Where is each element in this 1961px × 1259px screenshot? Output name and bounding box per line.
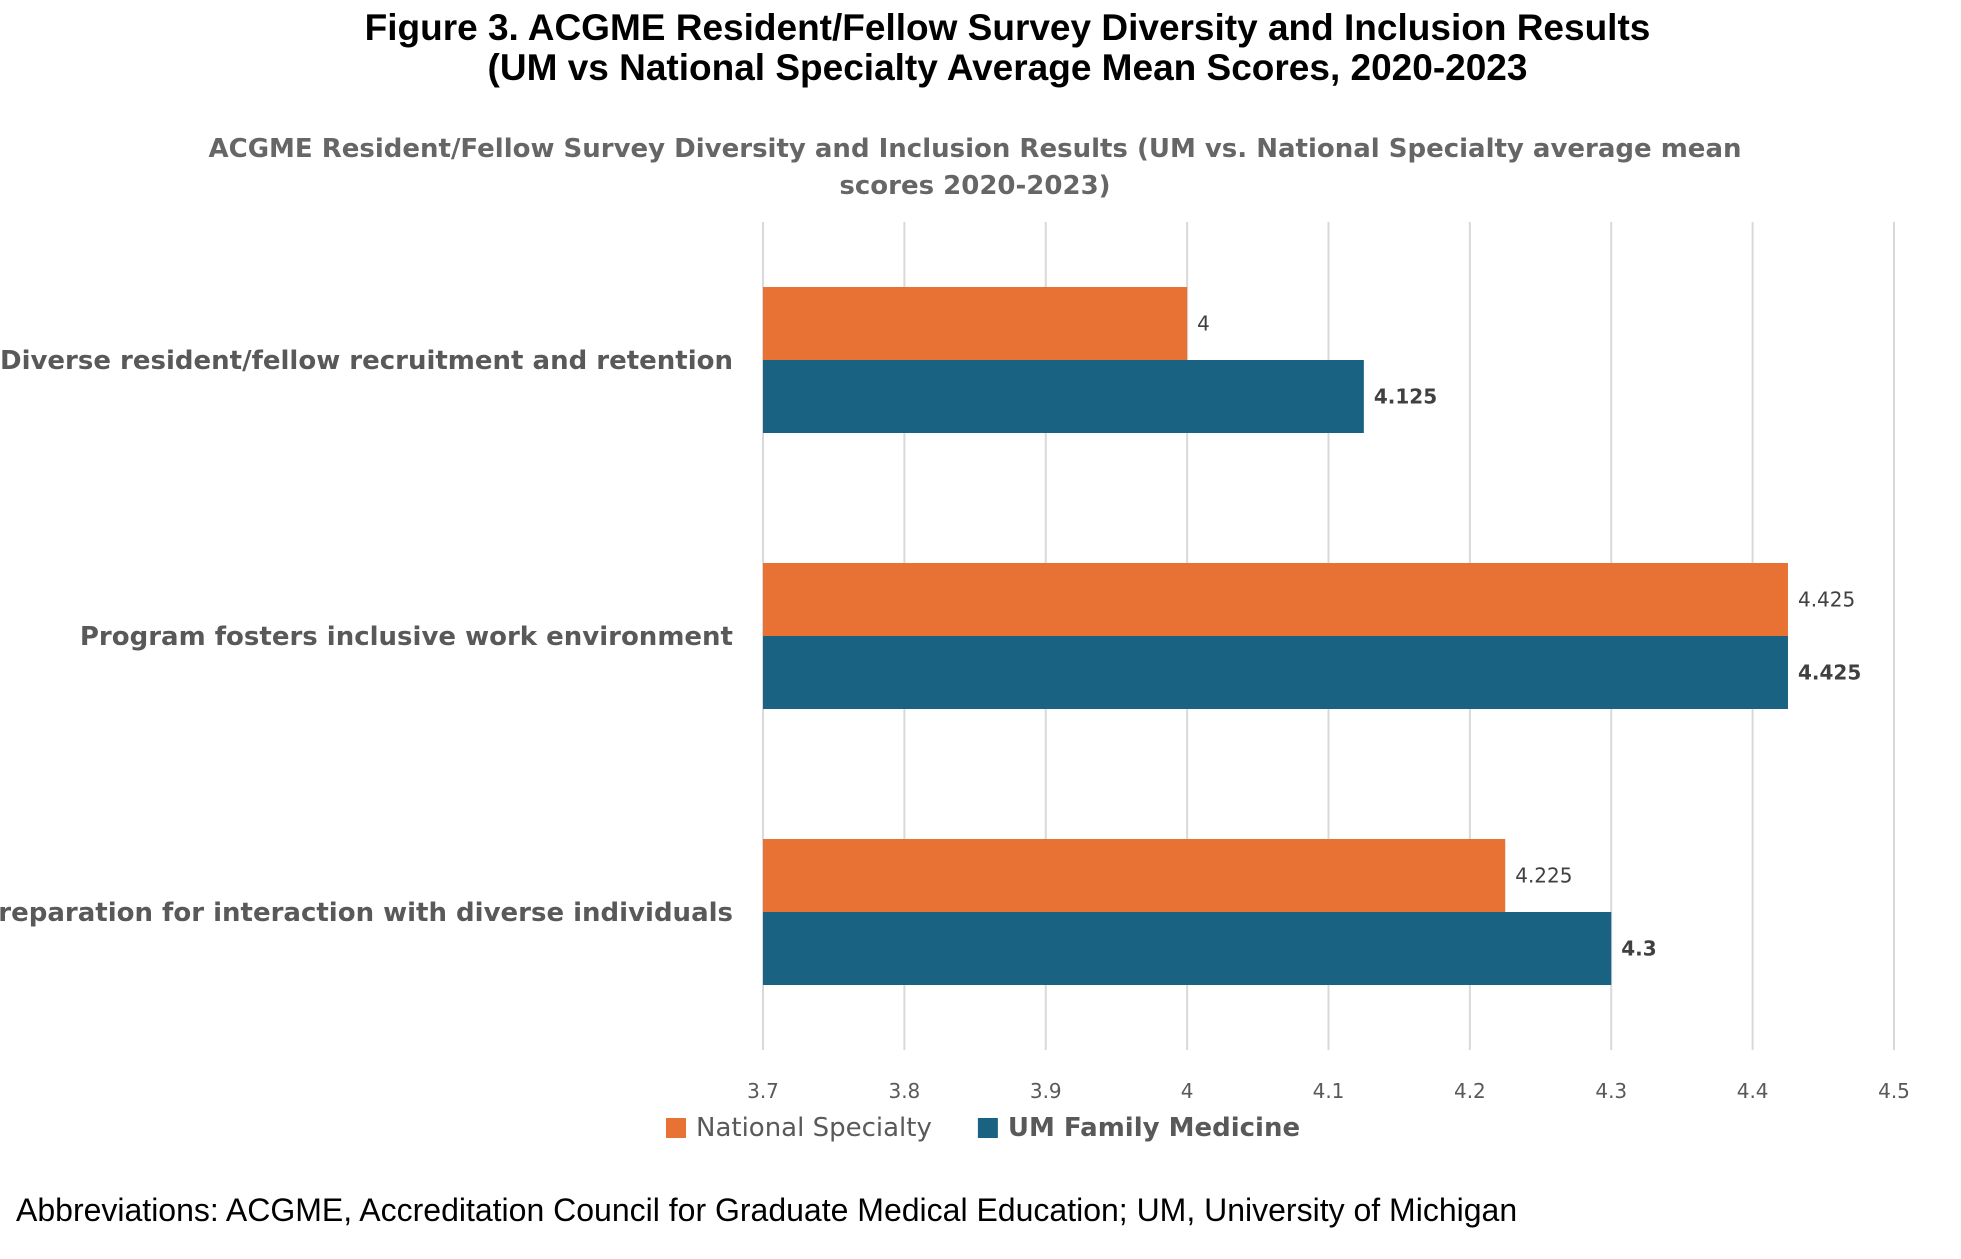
x-tick-label: 4.3 — [1595, 1079, 1627, 1103]
figure-title: Figure 3. ACGME Resident/Fellow Survey D… — [0, 8, 1961, 88]
bar-um-family-medicine — [763, 912, 1612, 985]
x-tick-labels: 3.7 3.8 3.9 4 4.1 4.2 4.3 4.4 4.5 — [747, 1079, 1910, 1103]
legend-swatch — [666, 1118, 686, 1138]
bar-um-family-medicine — [763, 360, 1364, 433]
x-tick-label: 3.9 — [1030, 1079, 1062, 1103]
bar-national-specialty — [763, 287, 1188, 360]
data-label: 4.225 — [1515, 864, 1572, 888]
x-tick-label: 4.4 — [1737, 1079, 1769, 1103]
footnote: Abbreviations: ACGME, Accreditation Coun… — [16, 1192, 1518, 1228]
category-label: Program fosters inclusive work environme… — [80, 622, 733, 652]
x-tick-label: 4.2 — [1454, 1079, 1486, 1103]
category-label: Diverse resident/fellow recruitment and … — [0, 346, 733, 376]
x-tick-label: 4 — [1181, 1079, 1194, 1103]
data-labels: 4 4.125 4.425 4.425 4.225 4.3 — [1197, 312, 1861, 961]
legend: National Specialty UM Family Medicine — [666, 1113, 1300, 1143]
data-label: 4.425 — [1798, 588, 1855, 612]
category-labels: Diverse resident/fellow recruitment and … — [0, 346, 733, 928]
bar-chart: ACGME Resident/Fellow Survey Diversity a… — [0, 134, 1910, 1143]
data-label: 4.125 — [1374, 385, 1437, 409]
x-tick-label: 4.1 — [1313, 1079, 1345, 1103]
chart-title-line2: scores 2020-2023) — [839, 171, 1110, 201]
data-label: 4 — [1197, 312, 1210, 336]
legend-label: National Specialty — [696, 1113, 932, 1143]
figure-title-line2: (UM vs National Specialty Average Mean S… — [487, 47, 1528, 88]
x-tick-label: 3.8 — [888, 1079, 920, 1103]
bar-national-specialty — [763, 839, 1506, 912]
legend-swatch — [977, 1118, 998, 1138]
bars — [763, 287, 1788, 985]
x-tick-label: 3.7 — [747, 1079, 779, 1103]
x-tick-label: 4.5 — [1878, 1079, 1910, 1103]
data-label: 4.3 — [1621, 937, 1656, 961]
chart-title-line1: ACGME Resident/Fellow Survey Diversity a… — [208, 134, 1741, 164]
bar-national-specialty — [763, 563, 1788, 636]
figure-title-line1: Figure 3. ACGME Resident/Fellow Survey D… — [364, 7, 1651, 48]
bar-um-family-medicine — [763, 636, 1788, 709]
legend-label: UM Family Medicine — [1008, 1113, 1300, 1143]
data-label: 4.425 — [1798, 661, 1861, 685]
category-label: Preparation for interaction with diverse… — [0, 898, 733, 928]
